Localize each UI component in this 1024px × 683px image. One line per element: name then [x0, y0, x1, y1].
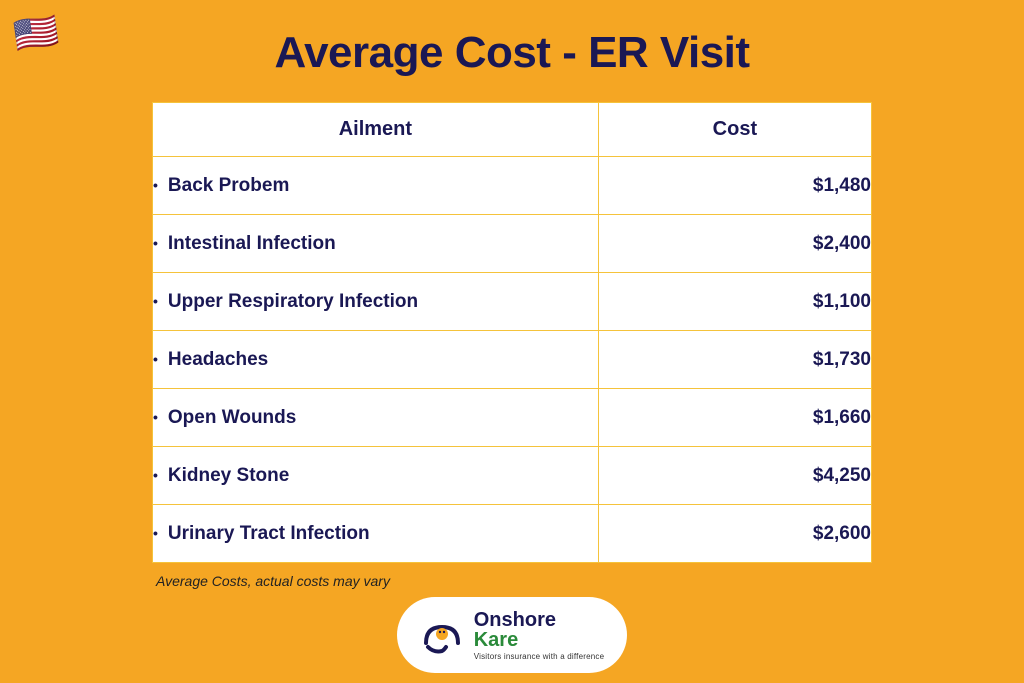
- bullet-icon: •: [153, 525, 158, 541]
- ailment-cell: • Headaches: [153, 331, 599, 389]
- header-ailment: Ailment: [153, 103, 599, 157]
- table-row: • Urinary Tract Infection $2,600: [153, 505, 872, 563]
- brand-name-part1: Onshore: [474, 609, 556, 631]
- ailment-cell: • Upper Respiratory Infection: [153, 273, 599, 331]
- cost-cell: $1,100: [598, 273, 871, 331]
- table-header-row: Ailment Cost: [153, 103, 872, 157]
- bullet-icon: •: [153, 409, 158, 425]
- us-flag-icon: 🇺🇸: [11, 9, 61, 57]
- cost-cell: $2,600: [598, 505, 871, 563]
- cost-cell: $2,400: [598, 215, 871, 273]
- cost-cell: $1,730: [598, 331, 871, 389]
- table-row: • Upper Respiratory Infection $1,100: [153, 273, 872, 331]
- ailment-cell: • Intestinal Infection: [153, 215, 599, 273]
- cost-cell: $1,660: [598, 389, 871, 447]
- table-row: • Back Probem $1,480: [153, 157, 872, 215]
- header-cost: Cost: [598, 103, 871, 157]
- ailment-label: Upper Respiratory Infection: [168, 291, 418, 312]
- table-row: • Headaches $1,730: [153, 331, 872, 389]
- bullet-icon: •: [153, 235, 158, 251]
- brand-tagline: Visitors insurance with a difference: [474, 653, 605, 661]
- ailment-cell: • Urinary Tract Infection: [153, 505, 599, 563]
- table-row: • Open Wounds $1,660: [153, 389, 872, 447]
- bullet-icon: •: [153, 293, 158, 309]
- ailment-label: Open Wounds: [168, 407, 296, 428]
- ailment-cell: • Kidney Stone: [153, 447, 599, 505]
- table-row: • Kidney Stone $4,250: [153, 447, 872, 505]
- ailment-cell: • Open Wounds: [153, 389, 599, 447]
- cost-table: Ailment Cost • Back Probem $1,480 • Intestin…: [152, 102, 872, 563]
- bullet-icon: •: [153, 467, 158, 483]
- ailment-label: Kidney Stone: [168, 465, 289, 486]
- cost-cell: $1,480: [598, 157, 871, 215]
- ailment-label: Back Probem: [168, 175, 289, 196]
- ailment-label: Headaches: [168, 349, 268, 370]
- brand-logo: Onshore Kare Visitors insurance with a d…: [397, 597, 627, 673]
- footnote-text: Average Costs, actual costs may vary: [152, 573, 872, 589]
- bullet-icon: •: [153, 177, 158, 193]
- table-row: • Intestinal Infection $2,400: [153, 215, 872, 273]
- ailment-cell: • Back Probem: [153, 157, 599, 215]
- brand-logo-text: Onshore Kare Visitors insurance with a d…: [474, 610, 605, 661]
- page-title: Average Cost - ER Visit: [0, 0, 1024, 78]
- bullet-icon: •: [153, 351, 158, 367]
- ailment-label: Urinary Tract Infection: [168, 523, 370, 544]
- cost-cell: $4,250: [598, 447, 871, 505]
- brand-name-part2: Kare: [474, 629, 518, 651]
- brand-logo-mark-icon: [420, 613, 464, 657]
- ailment-label: Intestinal Infection: [168, 233, 336, 254]
